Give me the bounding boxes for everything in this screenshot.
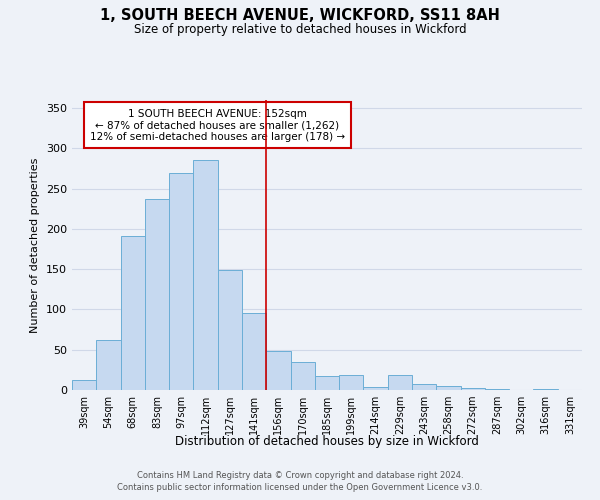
Bar [242,312,266,390]
Bar [485,389,509,390]
Bar [145,199,169,390]
Bar [121,236,145,390]
Bar [436,386,461,390]
Bar [315,376,339,390]
Bar [461,388,485,390]
Bar [193,160,218,390]
Bar [339,374,364,390]
Bar [218,270,242,390]
Bar [533,389,558,390]
Text: Contains public sector information licensed under the Open Government Licence v3: Contains public sector information licen… [118,484,482,492]
Bar [290,362,315,390]
Text: 1 SOUTH BEECH AVENUE: 152sqm
← 87% of detached houses are smaller (1,262)
12% of: 1 SOUTH BEECH AVENUE: 152sqm ← 87% of de… [90,108,345,142]
Text: Contains HM Land Registry data © Crown copyright and database right 2024.: Contains HM Land Registry data © Crown c… [137,471,463,480]
Bar [388,374,412,390]
Text: Distribution of detached houses by size in Wickford: Distribution of detached houses by size … [175,435,479,448]
Bar [364,387,388,390]
Bar [96,340,121,390]
Bar [412,384,436,390]
Bar [169,172,193,390]
Text: 1, SOUTH BEECH AVENUE, WICKFORD, SS11 8AH: 1, SOUTH BEECH AVENUE, WICKFORD, SS11 8A… [100,8,500,22]
Text: Size of property relative to detached houses in Wickford: Size of property relative to detached ho… [134,22,466,36]
Bar [266,350,290,390]
Y-axis label: Number of detached properties: Number of detached properties [31,158,40,332]
Bar [72,380,96,390]
